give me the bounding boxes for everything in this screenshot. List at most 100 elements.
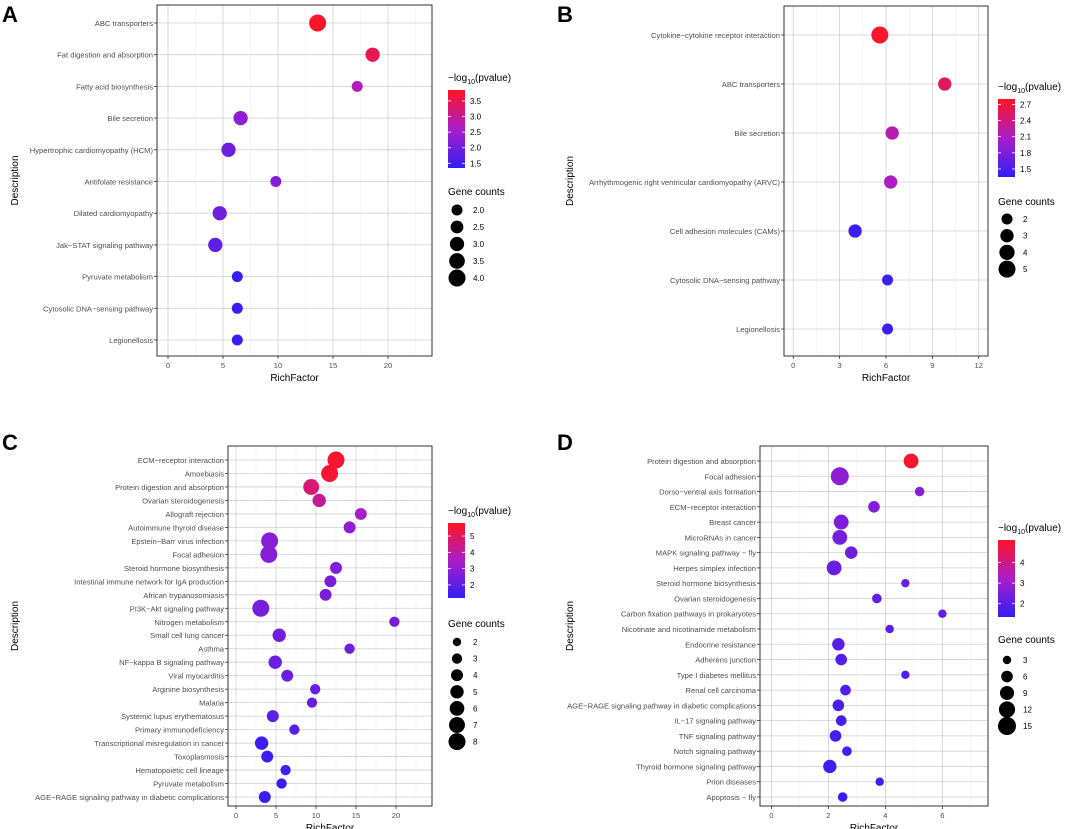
data-point (938, 77, 952, 91)
color-legend-title: −log10(pvalue) (448, 73, 511, 86)
x-tick-label: 20 (384, 361, 392, 370)
size-legend-label: 9 (1023, 689, 1028, 698)
colorbar (998, 540, 1015, 617)
size-legend-dot (1001, 670, 1013, 683)
colorbar-label: 2.1 (1020, 133, 1032, 142)
size-legend-label: 12 (1023, 706, 1032, 715)
plot-area (228, 446, 432, 806)
colorbar-label: 4 (470, 548, 475, 557)
data-point (208, 237, 223, 253)
data-point (844, 546, 858, 559)
y-tick-label: Arginine biosynthesis (152, 685, 224, 694)
size-legend-label: 3 (473, 655, 478, 664)
data-point (303, 479, 320, 495)
y-tick-label: Jak−STAT signaling pathway (56, 241, 153, 250)
data-point (354, 507, 367, 520)
y-tick-label: Epstein−Barr virus infection (131, 537, 224, 546)
y-tick-label: Cytosolic DNA−sensing pathway (43, 304, 153, 313)
y-tick-label: Cytokine−cytokine receptor interaction (651, 31, 780, 40)
y-tick-label: Renal cell carcinoma (686, 686, 757, 695)
size-legend-dot (449, 253, 465, 269)
size-legend-dot (451, 653, 463, 664)
size-legend-dot (999, 244, 1015, 261)
y-tick-label: AGE−RAGE signaling pathway in diabetic c… (35, 793, 224, 802)
size-legend-label: 4 (473, 671, 478, 680)
y-tick-label: Hypertrophic cardiomyopathy (HCM) (30, 146, 154, 155)
data-point (261, 532, 279, 550)
y-tick-label: Fatty acid biosynthesis (76, 82, 153, 91)
data-point (875, 777, 884, 786)
data-point (901, 670, 910, 680)
panel-b: B Cytokine−cytokine receptor interaction A… (557, 2, 1061, 384)
size-legend-label: 15 (1023, 722, 1032, 731)
panel-d: D Protein digestion and absorption Focal a… (557, 430, 1061, 829)
y-tick-label: PI3K−Akt signaling pathway (130, 604, 225, 613)
data-point (826, 560, 842, 576)
color-legend-title: −log10(pvalue) (998, 82, 1061, 95)
size-legend-title: Gene counts (998, 197, 1055, 208)
y-tick-label: Transcriptional misregulation in cancer (94, 739, 224, 748)
y-tick-label: NF−kappa B signaling pathway (119, 658, 224, 667)
size-legend-label: 3 (1023, 656, 1028, 665)
y-tick-label: IL−17 signaling pathway (674, 717, 756, 726)
panel-letter: A (2, 2, 18, 27)
size-legend-dot (448, 733, 466, 751)
y-tick-label: Adherens junction (695, 656, 756, 665)
y-tick-label: Malaria (199, 699, 225, 708)
data-point (882, 274, 894, 286)
panel-a: A ABC transporters Fat digestion and absor… (2, 2, 511, 384)
size-legend-label: 2 (1023, 215, 1028, 224)
data-point (832, 529, 848, 545)
y-tick-label: Protein digestion and absorption (115, 483, 224, 492)
y-tick-label: Steroid hormone biosynthesis (656, 579, 756, 588)
y-tick-label: Prion diseases (706, 778, 756, 787)
size-legend-label: 4 (1023, 248, 1028, 257)
data-point (261, 750, 274, 763)
y-tick-label: Asthma (198, 645, 225, 654)
size-legend-dot (451, 204, 463, 216)
data-point (319, 588, 332, 601)
y-tick-label: Fat digestion and absorption (57, 51, 153, 60)
data-point (233, 110, 248, 126)
data-point (882, 323, 894, 335)
data-point (883, 175, 898, 189)
data-point (231, 302, 243, 314)
size-legend-dot (450, 220, 464, 234)
y-tick-label: Pyruvate metabolism (153, 780, 224, 789)
y-tick-label: Breast cancer (709, 518, 756, 527)
x-tick-label: 6 (884, 361, 888, 370)
y-tick-label: Endocrine resistance (685, 640, 756, 649)
y-tick-label: AGE−RAGE signaling pathway in diabetic c… (567, 701, 756, 710)
x-tick-label: 9 (930, 361, 934, 370)
y-tick-label: Legionellosis (736, 325, 780, 334)
data-point (901, 578, 910, 588)
data-point (321, 464, 339, 482)
colorbar-label: 3 (1020, 579, 1025, 588)
y-tick-label: Herpes simplex infection (673, 564, 756, 573)
colorbar-label: 2.7 (1020, 100, 1032, 109)
data-point (327, 451, 345, 469)
y-tick-label: Bile secretion (107, 114, 153, 123)
y-tick-label: Autoimmune thyroid disease (128, 523, 224, 532)
size-legend-label: 7 (473, 721, 478, 730)
x-tick-label: 5 (221, 361, 225, 370)
data-point (343, 521, 356, 534)
y-tick-label: Cytosolic DNA−sensing pathway (670, 276, 780, 285)
x-axis-title: RichFactor (270, 373, 319, 384)
y-tick-label: Dilated cardiomyopathy (74, 209, 154, 218)
data-point (835, 715, 847, 726)
data-point (266, 710, 279, 723)
y-tick-label: TNF signaling pathway (679, 732, 756, 741)
y-tick-label: MAPK signaling pathway − fly (656, 549, 756, 558)
colorbar-label: 2 (470, 581, 475, 590)
data-point (270, 176, 282, 187)
data-point (840, 684, 851, 696)
size-legend-dot (998, 701, 1016, 718)
y-tick-label: ECM−receptor interaction (138, 456, 224, 465)
data-point (258, 791, 271, 803)
colorbar-label: 1.5 (470, 159, 482, 168)
data-point (310, 683, 321, 695)
plot-frame (759, 445, 989, 807)
y-tick-label: Ovarian steroidogenesis (142, 496, 224, 505)
